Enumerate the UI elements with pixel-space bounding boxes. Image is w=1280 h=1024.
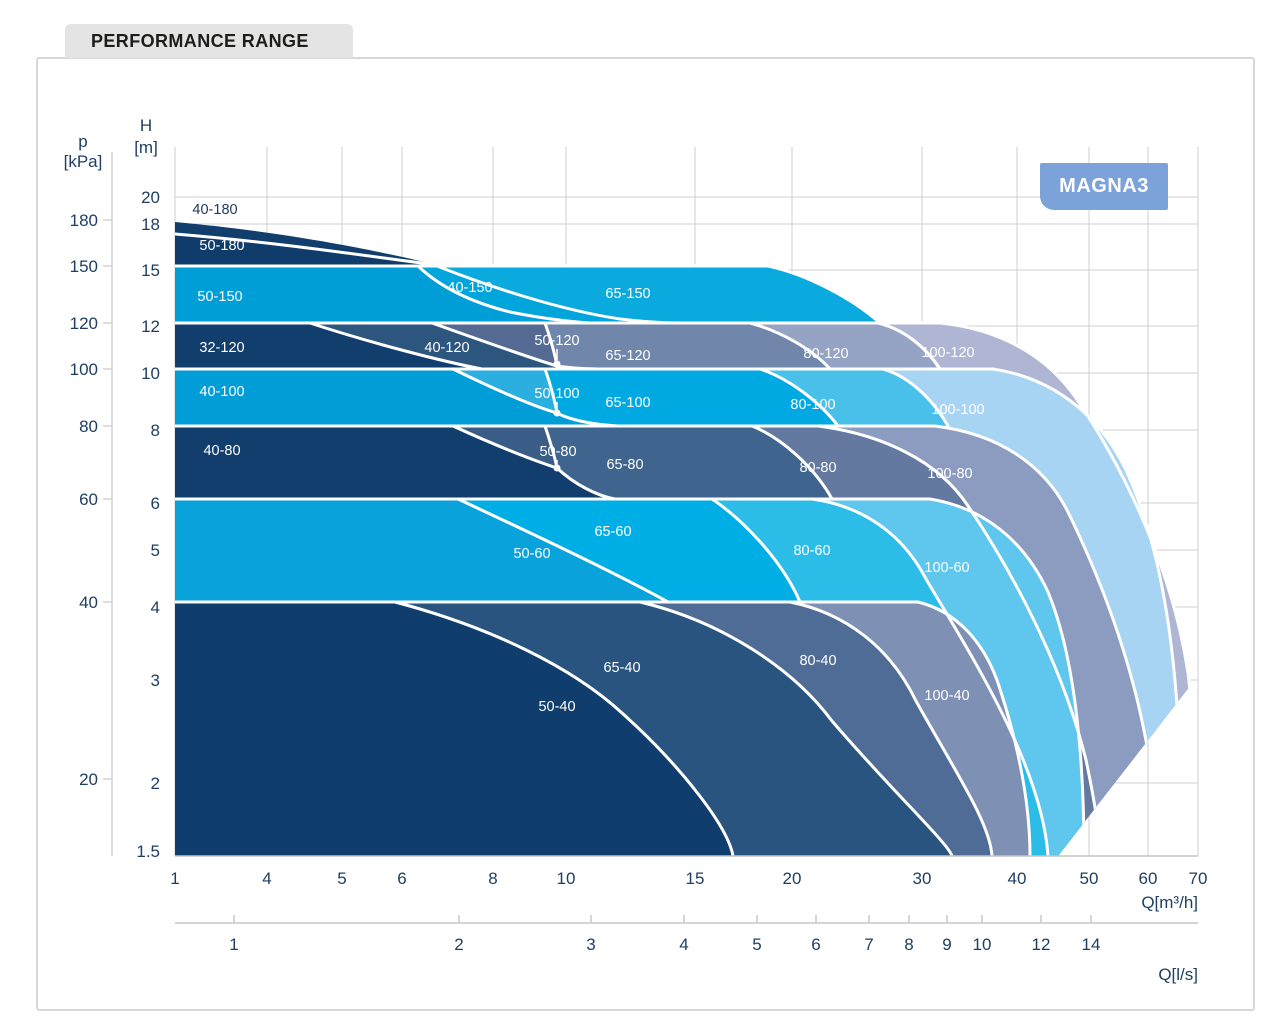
y-tick-label: 6 xyxy=(151,494,160,513)
y-tick-label: 20 xyxy=(141,188,160,207)
axes: 1 4 5 6 8 10 15 20 30 40 50 60 70Q[m³/h]1 2 3 4 5 6 7 8 9 10 1… xyxy=(64,116,1208,984)
x-tick-label: 60 xyxy=(1139,869,1158,888)
region-50-180-area xyxy=(175,234,437,267)
region-40-100-area xyxy=(175,369,618,426)
region-label-40-100: 40-100 xyxy=(199,384,244,400)
y-tick-label: 5 xyxy=(151,541,160,560)
y2-tick-label: 40 xyxy=(79,593,98,612)
x2-tick-label: 12 xyxy=(1032,935,1051,954)
region-label-100-100: 100-100 xyxy=(931,402,984,418)
y2-tick-label: 100 xyxy=(70,360,98,379)
y2-tick-label: 80 xyxy=(79,417,98,436)
y2-axis-title-unit: [kPa] xyxy=(64,152,103,171)
tab-title: PERFORMANCE RANGE xyxy=(91,30,309,51)
y2-tick-label: 20 xyxy=(79,770,98,789)
y-axis-title-unit: [m] xyxy=(134,138,158,157)
region-label-80-60: 80-60 xyxy=(793,543,830,559)
x-axis-title: Q[m³/h] xyxy=(1141,893,1198,912)
x2-tick-label: 1 xyxy=(229,935,238,954)
magna3-badge: MAGNA3 xyxy=(1040,163,1168,210)
region-label-50-60: 50-60 xyxy=(513,546,550,562)
region-label-80-120: 80-120 xyxy=(803,346,848,362)
x-tick-label: 8 xyxy=(488,869,497,888)
region-label-80-80: 80-80 xyxy=(799,460,836,476)
x-tick-label: 50 xyxy=(1080,869,1099,888)
y-tick-label: 4 xyxy=(151,598,160,617)
x-tick-label: 4 xyxy=(262,869,271,888)
region-label-65-100: 65-100 xyxy=(605,395,650,411)
region-label-40-180: 40-180 xyxy=(192,202,237,218)
pin-dot-50-80 xyxy=(553,464,561,472)
pump-regions xyxy=(175,222,1198,856)
region-40-80-area xyxy=(175,426,615,499)
region-label-40-120: 40-120 xyxy=(424,340,469,356)
region-label-80-40: 80-40 xyxy=(799,653,836,669)
y2-tick-label: 60 xyxy=(79,490,98,509)
region-label-65-150: 65-150 xyxy=(605,286,650,302)
y-tick-label: 2 xyxy=(151,774,160,793)
region-label-40-150: 40-150 xyxy=(447,280,492,296)
y-tick-label: 8 xyxy=(151,421,160,440)
x-tick-label: 15 xyxy=(686,869,705,888)
region-label-100-40: 100-40 xyxy=(924,688,969,704)
region-label-100-120: 100-120 xyxy=(921,345,974,361)
y-tick-label: 15 xyxy=(141,261,160,280)
x2-tick-label: 6 xyxy=(811,935,820,954)
region-label-100-80: 100-80 xyxy=(927,466,972,482)
region-label-65-60: 65-60 xyxy=(594,524,631,540)
region-32-120-area xyxy=(175,323,482,369)
y2-axis-title: p xyxy=(78,132,87,151)
region-50-40-area xyxy=(175,602,733,856)
region-label-50-100: 50-100 xyxy=(534,386,579,402)
x-tick-label: 20 xyxy=(783,869,802,888)
pin-dot-50-100 xyxy=(553,409,561,417)
y-tick-label: 10 xyxy=(141,364,160,383)
x2-tick-label: 7 xyxy=(864,935,873,954)
x2-tick-label: 8 xyxy=(904,935,913,954)
x2-tick-label: 14 xyxy=(1082,935,1101,954)
x-tick-label: 40 xyxy=(1008,869,1027,888)
x2-tick-label: 3 xyxy=(586,935,595,954)
y-tick-label: 18 xyxy=(141,215,160,234)
performance-range-tab: PERFORMANCE RANGE xyxy=(65,24,353,58)
separator-curves xyxy=(175,232,1198,856)
x-tick-label: 70 xyxy=(1189,869,1208,888)
y2-tick-label: 150 xyxy=(70,257,98,276)
badge-label: MAGNA3 xyxy=(1059,175,1149,197)
region-label-50-180: 50-180 xyxy=(199,238,244,254)
y-tick-label: 1.5 xyxy=(136,842,160,861)
pin-dot-50-120 xyxy=(553,360,561,368)
y-axis-title: H xyxy=(140,116,152,135)
region-label-40-80: 40-80 xyxy=(203,443,240,459)
region-label-65-120: 65-120 xyxy=(605,348,650,364)
x2-tick-label: 2 xyxy=(454,935,463,954)
region-labels: 100-120 100-100 100-80 80-80 100-60 80-60 100-… xyxy=(192,202,984,715)
region-label-50-80: 50-80 xyxy=(539,444,576,460)
y2-tick-label: 180 xyxy=(70,211,98,230)
y-tick-label: 12 xyxy=(141,317,160,336)
region-50-60-area xyxy=(175,499,668,602)
region-label-50-120: 50-120 xyxy=(534,333,579,349)
y-tick-label: 3 xyxy=(151,671,160,690)
x-tick-label: 5 xyxy=(337,869,346,888)
region-label-80-100: 80-100 xyxy=(790,397,835,413)
x2-tick-label: 10 xyxy=(973,935,992,954)
x2-tick-label: 9 xyxy=(942,935,951,954)
region-label-50-40: 50-40 xyxy=(538,699,575,715)
region-label-32-120: 32-120 xyxy=(199,340,244,356)
x2-axis-title: Q[l/s] xyxy=(1158,965,1198,984)
x-tick-label: 6 xyxy=(397,869,406,888)
x-tick-label: 1 xyxy=(170,869,179,888)
x2-tick-label: 5 xyxy=(752,935,761,954)
region-label-65-80: 65-80 xyxy=(606,457,643,473)
x2-tick-label: 4 xyxy=(679,935,688,954)
x-tick-label: 30 xyxy=(913,869,932,888)
region-50-150-area xyxy=(175,266,590,323)
region-label-65-40: 65-40 xyxy=(603,660,640,676)
x-tick-label: 10 xyxy=(557,869,576,888)
y2-tick-label: 120 xyxy=(70,314,98,333)
region-label-100-60: 100-60 xyxy=(924,560,969,576)
region-label-50-150: 50-150 xyxy=(197,289,242,305)
